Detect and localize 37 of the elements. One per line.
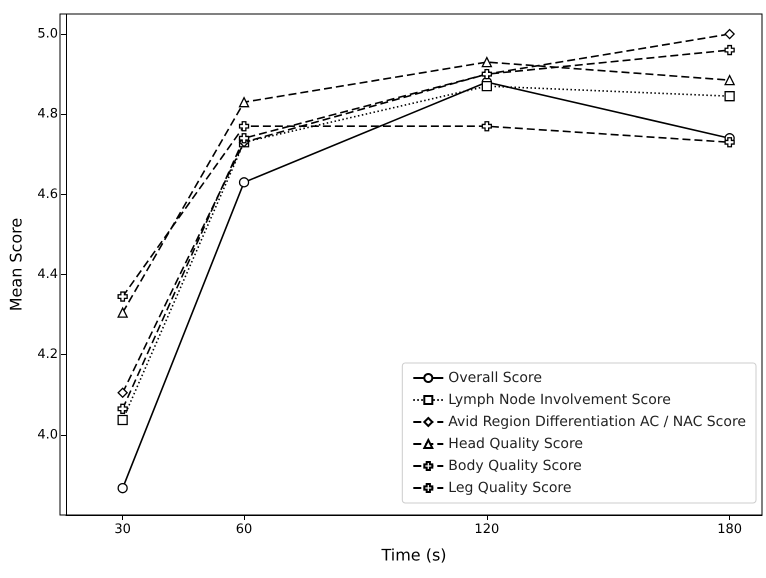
point bbox=[238, 177, 250, 188]
point bbox=[238, 97, 250, 108]
point bbox=[118, 414, 128, 426]
legend-label: Head Quality Score bbox=[448, 436, 584, 452]
legend-label: Overall Score bbox=[448, 370, 542, 386]
x-tick-label: 60 bbox=[236, 522, 252, 537]
point bbox=[724, 28, 735, 40]
y-tick-label: 4.8 bbox=[37, 106, 58, 122]
point bbox=[482, 68, 492, 80]
point bbox=[482, 56, 492, 68]
legend-label: Body Quality Score bbox=[448, 458, 582, 474]
y-tick-label: 4.4 bbox=[37, 267, 58, 282]
x-tick-label: 120 bbox=[474, 522, 500, 537]
point bbox=[724, 74, 735, 86]
y-tick-label: 4.6 bbox=[37, 186, 58, 202]
legend-label: Avid Region Differentiation AC / NAC Score bbox=[448, 414, 746, 430]
legend-label: Leg Quality Score bbox=[448, 480, 572, 496]
y-tick-label: 4.2 bbox=[37, 347, 58, 362]
point bbox=[118, 483, 128, 494]
point bbox=[118, 291, 128, 302]
point bbox=[118, 404, 128, 414]
y-axis-title: Mean Score bbox=[6, 218, 26, 312]
point bbox=[118, 388, 128, 398]
point bbox=[724, 137, 735, 148]
point bbox=[724, 44, 735, 56]
point bbox=[482, 80, 492, 92]
x-tick-label: 180 bbox=[717, 522, 742, 537]
point bbox=[724, 91, 735, 102]
y-tick-label: 4.0 bbox=[37, 427, 58, 442]
y-tick-label: 5.0 bbox=[37, 26, 58, 42]
x-axis-title: Time (s) bbox=[380, 546, 447, 564]
point bbox=[238, 133, 250, 144]
x-tick-label: 30 bbox=[114, 522, 131, 537]
point bbox=[238, 121, 250, 132]
legend-label: Lymph Node Involvement Score bbox=[448, 392, 671, 408]
point bbox=[482, 121, 492, 132]
point bbox=[118, 307, 128, 318]
